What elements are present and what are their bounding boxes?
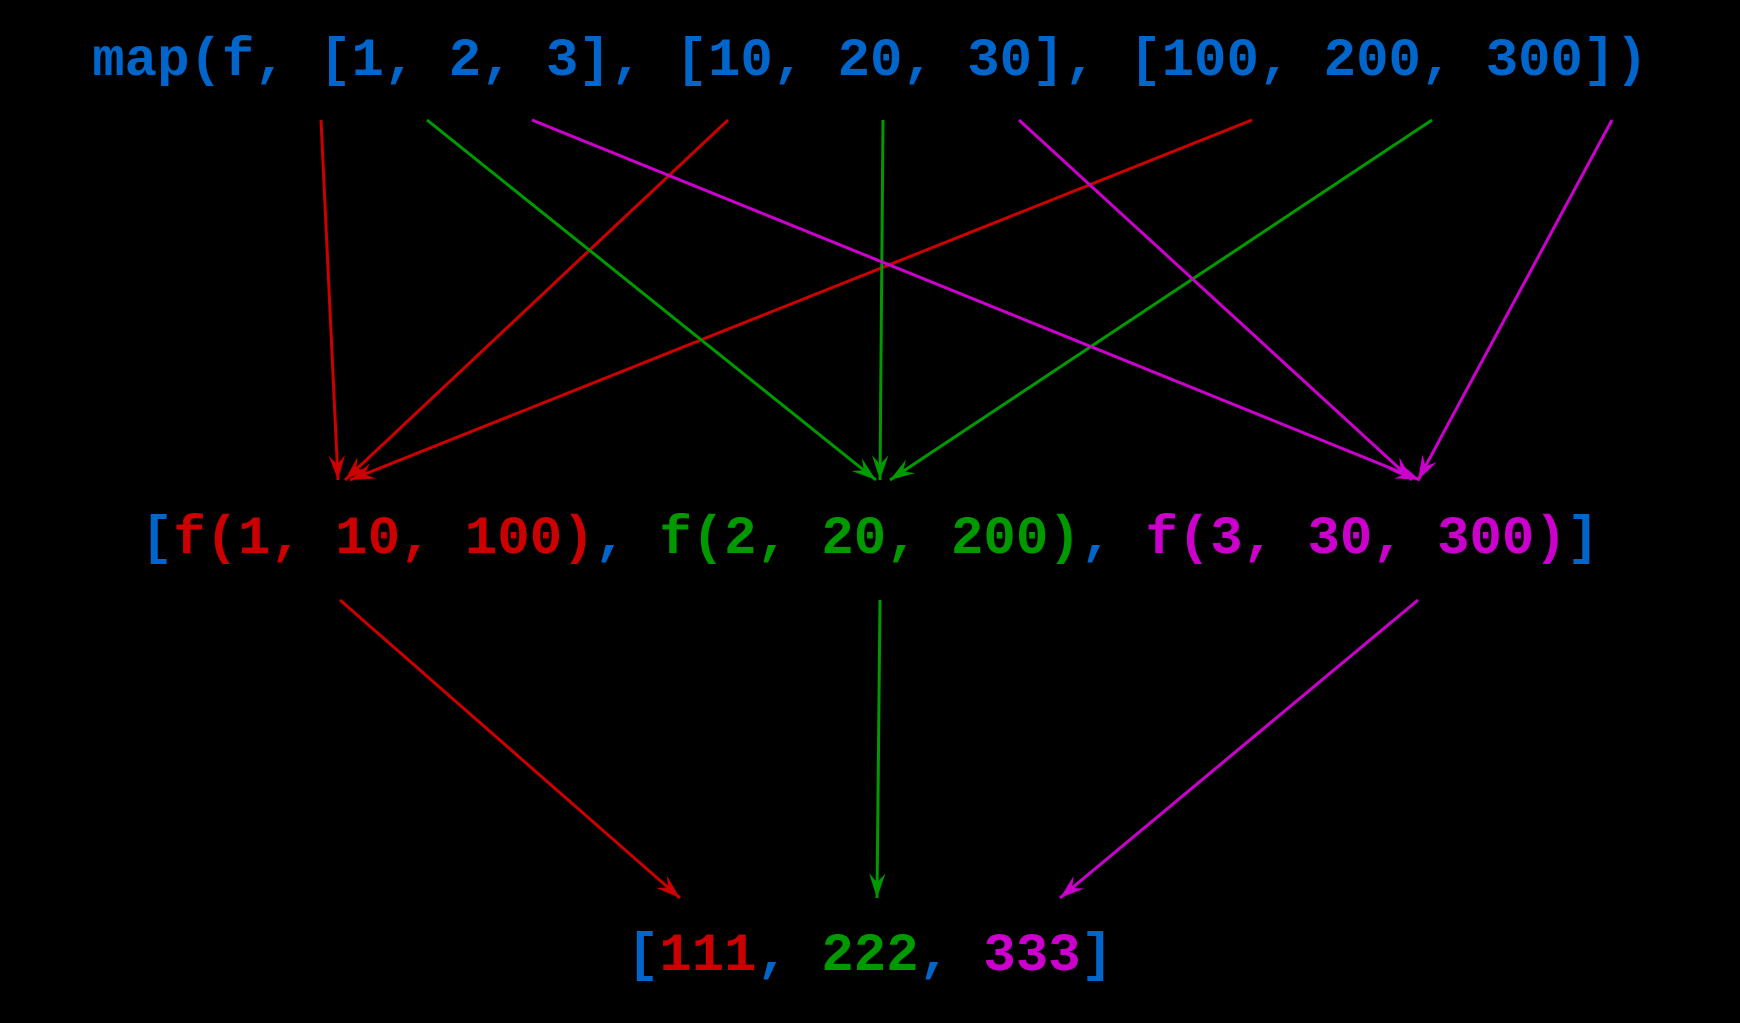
connector-arrowhead	[851, 458, 876, 480]
result-expression-segment: ,	[756, 926, 822, 987]
connector-arrow-line	[1059, 598, 1419, 900]
connector-arrow-line	[889, 118, 1433, 482]
connector-arrowhead	[890, 459, 916, 480]
connector-arrow-line	[1017, 118, 1414, 482]
middle-expression-segment: [	[140, 509, 174, 570]
result-expression-segment: [	[626, 926, 660, 987]
result-expression-segment: 222	[821, 926, 919, 987]
top-expression-segment: map(f, [1, 2, 3], [10, 20, 30], [100, 20…	[92, 31, 1648, 92]
middle-expression-segment: ]	[1566, 509, 1600, 570]
result-expression-segment: 111	[659, 926, 757, 987]
middle-expression-segment: f(1, 10, 100)	[173, 509, 595, 570]
result-expression-segment: ]	[1080, 926, 1114, 987]
connector-arrow-line	[531, 118, 1421, 482]
connector-arrow-line	[1416, 119, 1614, 481]
middle-expression-segment: f(3, 30, 300)	[1145, 509, 1567, 570]
result-expression-segment: ,	[918, 926, 984, 987]
map-call-expression: map(f, [1, 2, 3], [10, 20, 30], [100, 20…	[0, 30, 1740, 94]
result-expression-segment: 333	[983, 926, 1081, 987]
connector-arrow-line	[875, 599, 882, 899]
connector-arrowhead	[1388, 457, 1412, 480]
connector-arrow-line	[426, 118, 877, 482]
connector-arrow-line	[349, 118, 1253, 482]
applied-calls-list: [f(1, 10, 100), f(2, 20, 200), f(3, 30, …	[0, 508, 1740, 572]
connector-arrowhead	[872, 455, 889, 480]
connector-arrowhead	[869, 873, 886, 898]
result-list: [111, 222, 333]	[0, 925, 1740, 989]
connector-arrowhead	[656, 875, 680, 898]
middle-expression-segment: ,	[1080, 509, 1146, 570]
middle-expression-segment: f(2, 20, 200)	[659, 509, 1081, 570]
middle-expression-segment: ,	[594, 509, 660, 570]
connector-arrow-line	[339, 598, 681, 900]
connector-arrowhead	[345, 457, 369, 480]
connector-arrowhead	[1418, 454, 1437, 480]
connector-arrowhead	[328, 454, 346, 480]
connector-arrow-line	[343, 118, 730, 482]
connector-arrow-line	[878, 119, 885, 481]
connector-arrowhead	[1060, 875, 1085, 898]
connector-arrowhead	[350, 463, 376, 480]
connector-arrow-line	[319, 119, 340, 481]
